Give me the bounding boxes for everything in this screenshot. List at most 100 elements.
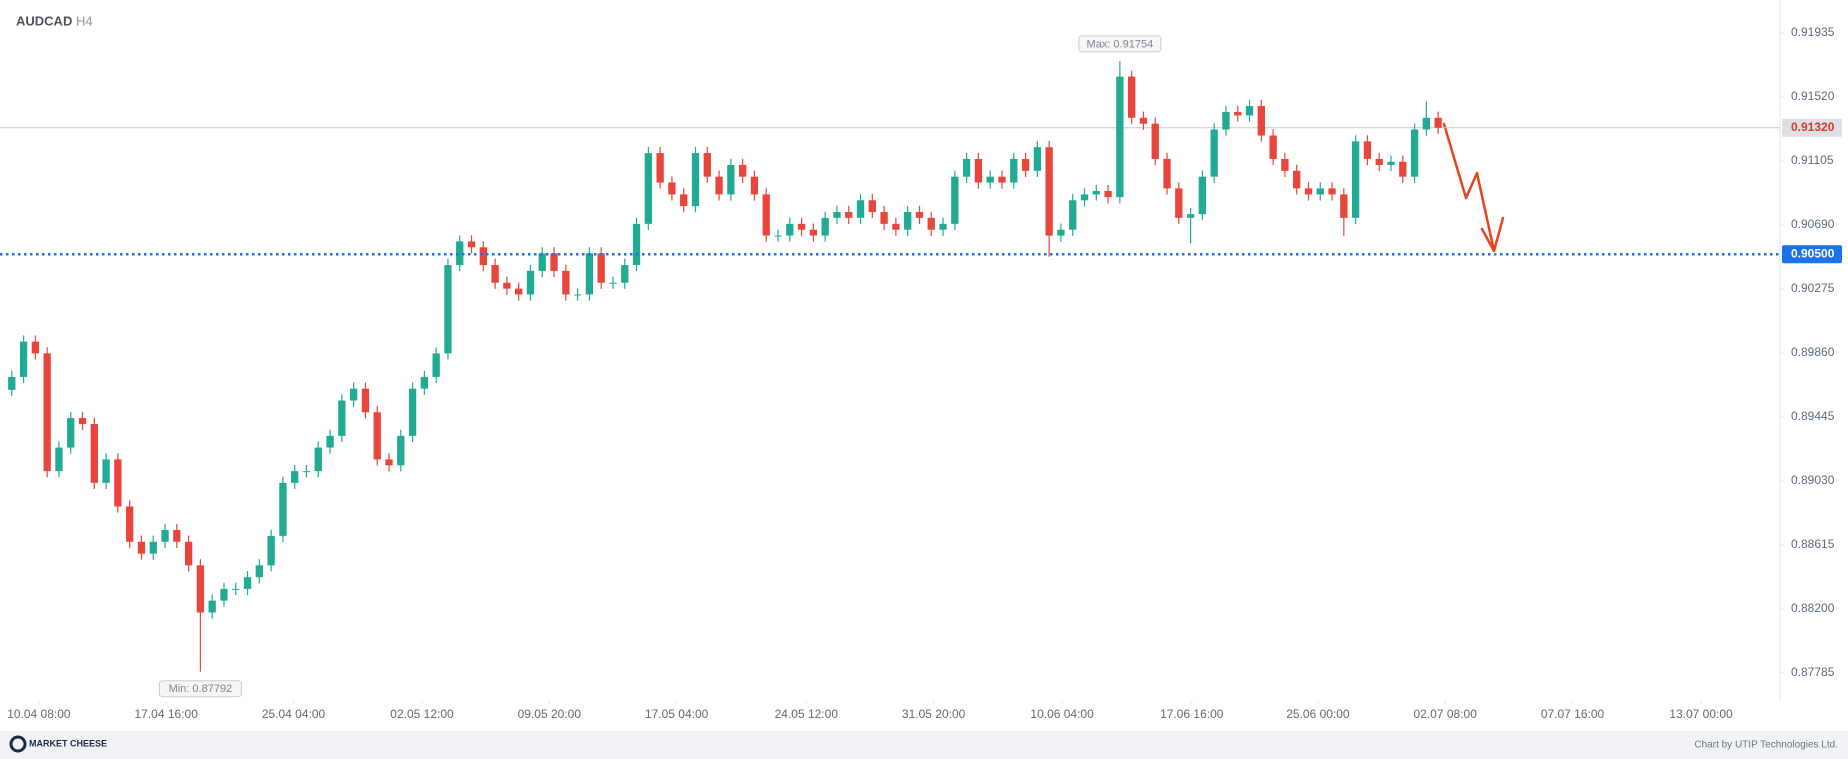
candle-body xyxy=(1316,188,1324,195)
candle-body xyxy=(279,482,287,536)
candle-body xyxy=(1021,158,1030,171)
annotation-label: Min: 0.87792 xyxy=(169,683,233,695)
candle xyxy=(656,146,664,189)
candle xyxy=(102,453,110,490)
candle-body xyxy=(1033,147,1042,171)
candle xyxy=(161,523,169,548)
last-price-label: 0.91320 xyxy=(1791,120,1835,134)
candle-body xyxy=(974,158,983,183)
candle-body xyxy=(550,253,558,271)
candle-body xyxy=(43,353,51,472)
candle xyxy=(291,464,299,490)
candle xyxy=(703,146,711,183)
candle xyxy=(279,476,287,543)
candle-body xyxy=(774,235,782,237)
candle-body xyxy=(232,588,240,590)
candle xyxy=(1340,188,1348,236)
candle-body xyxy=(78,418,87,424)
candle xyxy=(491,258,499,289)
candle-body xyxy=(1057,229,1065,236)
candle-body xyxy=(467,241,476,248)
candle xyxy=(479,241,487,272)
candle-body xyxy=(408,388,417,436)
x-tick-label: 02.07 08:00 xyxy=(1414,707,1478,721)
candle-body xyxy=(161,530,169,542)
candle xyxy=(1410,123,1419,183)
candle xyxy=(1163,152,1171,195)
last-price-box xyxy=(1782,118,1842,137)
candle-body xyxy=(479,247,487,266)
candle-body xyxy=(1375,158,1383,165)
candle xyxy=(526,264,535,301)
arrow-path xyxy=(1442,122,1496,253)
level-label: 0.90500 xyxy=(1791,246,1835,260)
candle-body xyxy=(338,400,346,436)
candle xyxy=(809,223,818,242)
candle xyxy=(1222,105,1230,136)
candle xyxy=(314,441,322,478)
candle-body xyxy=(1269,135,1277,159)
x-tick-label: 17.04 16:00 xyxy=(135,707,199,721)
candle xyxy=(585,247,594,301)
candle-body xyxy=(644,153,652,224)
candle-body xyxy=(1175,188,1183,218)
candle xyxy=(1245,99,1254,122)
candle xyxy=(19,335,28,384)
y-tick-label: 0.90690 xyxy=(1791,217,1835,231)
candle-body xyxy=(1151,123,1159,159)
candle-body xyxy=(55,447,63,472)
candle-body xyxy=(1128,76,1136,118)
candle xyxy=(786,217,794,242)
candle-body xyxy=(597,253,605,283)
candle xyxy=(1293,164,1301,195)
candle-body xyxy=(1045,147,1053,236)
candle xyxy=(644,146,652,231)
level-box xyxy=(1782,245,1842,264)
candle-body xyxy=(1010,158,1018,183)
candle xyxy=(797,217,806,236)
y-tick-label: 0.89030 xyxy=(1791,473,1835,487)
candle-body xyxy=(456,241,464,266)
candle-body xyxy=(1410,129,1419,177)
candle xyxy=(998,170,1006,189)
candle-body xyxy=(632,223,641,266)
candle xyxy=(1375,152,1383,172)
candle-body xyxy=(797,223,806,230)
candle-body xyxy=(1245,106,1254,116)
x-tick-label: 31.05 20:00 xyxy=(902,707,966,721)
candle xyxy=(1281,152,1289,177)
candle-body xyxy=(1351,141,1360,218)
candle-body xyxy=(821,217,829,236)
candle xyxy=(691,146,700,213)
candle xyxy=(43,347,51,478)
candle xyxy=(456,235,464,272)
candle-body xyxy=(962,158,971,177)
candle-body xyxy=(585,253,594,295)
candle-body xyxy=(1434,117,1442,128)
candle-body xyxy=(856,200,865,218)
y-tick-label: 0.91935 xyxy=(1791,25,1835,39)
candle xyxy=(845,205,853,225)
candle-body xyxy=(291,471,299,483)
candle-body xyxy=(727,164,735,195)
candle xyxy=(1045,141,1053,257)
candle-body xyxy=(951,176,959,224)
candle-body xyxy=(1363,141,1372,159)
candle-body xyxy=(267,535,275,566)
candle xyxy=(1104,184,1112,204)
annotation-box xyxy=(158,680,242,698)
candle-body xyxy=(373,412,381,460)
footer-bar xyxy=(0,731,1848,759)
candle xyxy=(137,535,146,560)
candle xyxy=(774,229,782,242)
candle-body xyxy=(220,588,228,601)
candle-body xyxy=(114,459,122,507)
logo: MARKET CHEESE xyxy=(9,735,107,753)
candle xyxy=(1399,155,1407,183)
candle-body xyxy=(314,447,322,472)
candle xyxy=(432,347,440,384)
candle xyxy=(927,211,935,236)
candle-body xyxy=(208,600,216,613)
candle-body xyxy=(8,376,16,390)
